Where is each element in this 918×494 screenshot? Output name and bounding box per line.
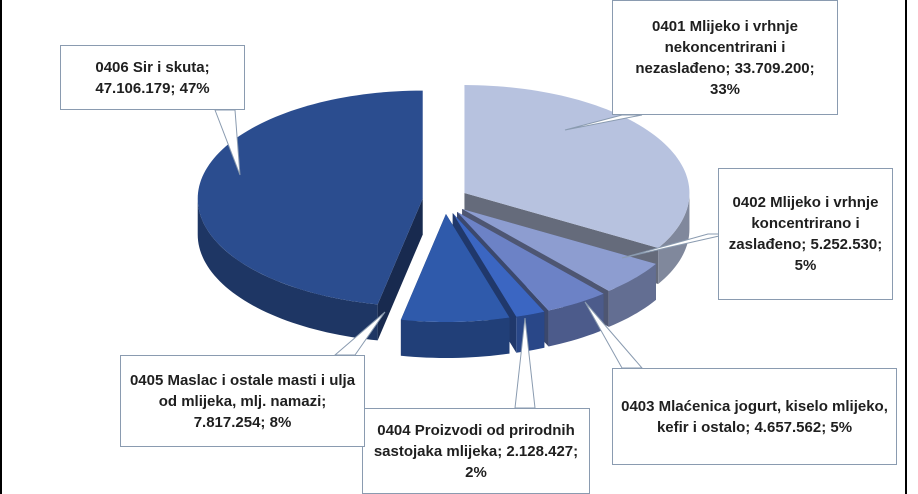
- data-label: 0405 Maslac i ostale masti i ulja od mli…: [120, 355, 365, 447]
- slice-top: [400, 213, 510, 322]
- slice-top: [464, 85, 690, 248]
- data-label: 0406 Sir i skuta; 47.106.179; 47%: [60, 45, 245, 110]
- category-label: 0406 Sir i skuta;: [95, 58, 210, 76]
- value-label: 47.106.179;: [95, 79, 176, 97]
- label-text: 0402 Mlijeko i vrhnje koncentrirano i za…: [727, 192, 884, 276]
- value-label: 2.128.427;: [506, 442, 579, 460]
- value-label: 33.709.200;: [734, 59, 815, 77]
- callout-pointer: [564, 114, 643, 131]
- label-text: 0401 Mlijeko i vrhnje nekoncentrirani i …: [621, 16, 829, 100]
- slice-top: [462, 208, 656, 291]
- category-label: 0402 Mlijeko i vrhnje koncentrirano i za…: [728, 194, 879, 253]
- data-label: 0401 Mlijeko i vrhnje nekoncentrirani i …: [612, 0, 838, 115]
- category-label: 0405 Maslac i ostale masti i ulja od mli…: [129, 371, 356, 410]
- slice-side: [608, 263, 656, 327]
- label-text: 0406 Sir i skuta; 47.106.179; 47%: [69, 57, 236, 99]
- label-text: 0404 Proizvodi od prirodnih sastojaka ml…: [371, 420, 581, 483]
- data-label: 0404 Proizvodi od prirodnih sastojaka ml…: [362, 408, 590, 494]
- slice-top: [452, 213, 545, 317]
- value-label: 33%: [709, 80, 741, 98]
- value-label: 5%: [830, 418, 853, 436]
- category-label: 0403 Mlaćenica jogurt, kiselo mlijeko, k…: [621, 397, 888, 436]
- slice-top: [456, 211, 604, 311]
- value-label: 4.657.562;: [754, 418, 827, 436]
- category-label: 0401 Mlijeko i vrhnje nekoncentrirani i …: [635, 17, 798, 77]
- value-label: 7.817.254;: [193, 413, 266, 431]
- value-label: 5.252.530;: [810, 236, 883, 253]
- callout-pointer: [214, 109, 241, 176]
- slice-side: [658, 193, 690, 284]
- value-label: 5%: [794, 257, 817, 274]
- data-label: 0402 Mlijeko i vrhnje koncentrirano i za…: [718, 168, 893, 300]
- slice: [400, 213, 510, 358]
- slice-side: [197, 198, 378, 341]
- slice-side: [400, 317, 510, 358]
- value-label: 2%: [465, 463, 487, 481]
- slice: [197, 90, 423, 341]
- category-label: 0404 Proizvodi od prirodnih sastojaka ml…: [373, 421, 575, 460]
- data-label: 0403 Mlaćenica jogurt, kiselo mlijeko, k…: [612, 368, 897, 465]
- slice-side: [516, 311, 545, 353]
- value-label: 8%: [269, 413, 292, 431]
- label-text: 0403 Mlaćenica jogurt, kiselo mlijeko, k…: [621, 396, 888, 438]
- slice-top: [197, 90, 423, 305]
- slice-wall: [377, 198, 423, 341]
- value-label: 47%: [179, 79, 210, 97]
- label-text: 0405 Maslac i ostale masti i ulja od mli…: [129, 370, 356, 433]
